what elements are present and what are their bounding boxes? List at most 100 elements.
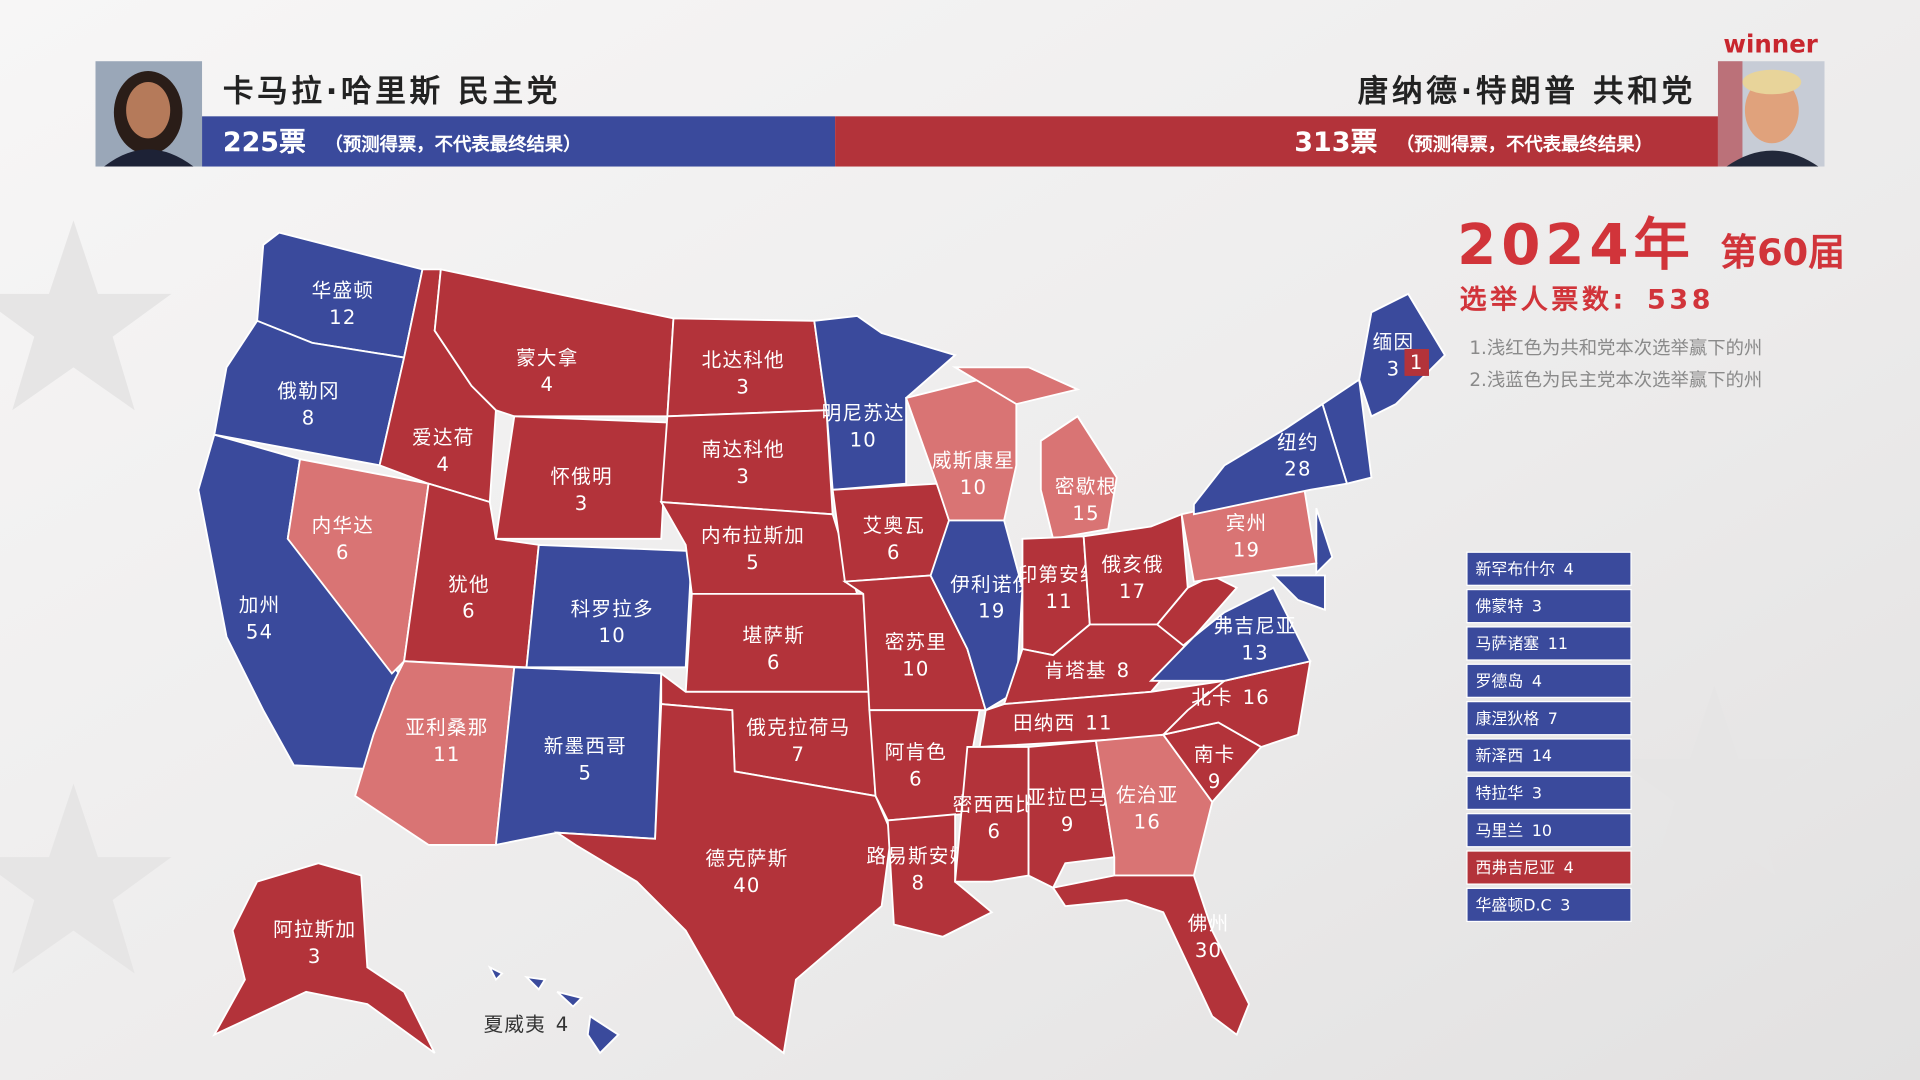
state-label: 夏威夷 4	[484, 1012, 570, 1035]
state-votes: 6	[909, 768, 923, 791]
state-votes: 11	[1045, 590, 1072, 613]
state-votes: 40	[733, 874, 760, 897]
state-votes: 6	[336, 541, 350, 564]
state-name: 内华达	[312, 514, 374, 537]
state-name: 艾奥瓦	[863, 514, 925, 537]
democrat-note: （预测得票，不代表最终结果）	[324, 134, 581, 156]
state-name: 伊利诺伊	[950, 573, 1033, 596]
state-votes: 8	[302, 406, 316, 429]
state-shape	[286, 458, 430, 675]
small-state-label: 康涅狄格 7	[1476, 708, 1558, 727]
state-shape	[951, 366, 1081, 406]
small-state-box	[1466, 775, 1632, 810]
state-name: 内布拉斯加	[701, 524, 805, 547]
state-votes: 4	[556, 1012, 570, 1035]
state-name: 宾州	[1226, 512, 1268, 535]
small-state-label: 西弗吉尼亚 4	[1476, 858, 1574, 877]
small-state-name: 特拉华	[1476, 783, 1524, 802]
state-votes: 4	[436, 453, 450, 476]
state-votes: 19	[1233, 539, 1260, 562]
small-state-name: 西弗吉尼亚	[1476, 858, 1556, 877]
state-votes: 12	[329, 306, 356, 329]
state-votes: 8	[912, 872, 926, 895]
state-shape	[1051, 874, 1250, 1037]
democrat-bar	[202, 116, 836, 167]
small-state-name: 罗德岛	[1476, 671, 1524, 690]
small-state-box	[1466, 887, 1632, 923]
state-name: 蒙大拿	[516, 346, 578, 369]
state-votes: 9	[1061, 813, 1075, 836]
republican-name: 唐纳德·特朗普 共和党	[1358, 74, 1696, 110]
small-state-name: 新罕布什尔	[1476, 559, 1556, 578]
small-state-box	[1466, 738, 1632, 773]
state-votes: 10	[599, 624, 626, 647]
republican-votes: 313票	[1294, 127, 1377, 158]
state-votes: 19	[978, 600, 1005, 623]
term-title: 第60届	[1720, 231, 1845, 274]
small-state-name: 佛蒙特	[1476, 596, 1524, 615]
small-state-votes: 7	[1548, 708, 1558, 727]
state-name: 弗吉尼亚	[1213, 614, 1296, 637]
decor-stars	[0, 220, 1813, 974]
state-label: 北卡 16	[1191, 685, 1270, 708]
state-label: 田纳西 11	[1013, 711, 1113, 734]
state-name: 阿肯色	[885, 741, 947, 764]
small-state-votes: 3	[1560, 895, 1570, 914]
state-name: 亚利桑那	[405, 716, 488, 739]
state-name: 缅因	[1373, 330, 1415, 353]
state-name: 俄克拉荷马	[746, 716, 850, 739]
small-state-box	[1466, 701, 1632, 736]
year-title: 2024年	[1457, 213, 1695, 278]
state-votes: 3	[308, 945, 322, 968]
small-state-label: 马萨诸塞 11	[1476, 634, 1568, 653]
state-label: 肯塔基 8	[1044, 659, 1130, 682]
state-votes: 3	[736, 376, 750, 399]
state-votes: 28	[1284, 458, 1311, 481]
small-states-list: 新罕布什尔 4 佛蒙特 3 马萨诸塞 11 罗德岛 4 康涅狄格 7 新泽西 14 特拉华 3 马里兰 10 西…	[1466, 551, 1632, 923]
electors-total: 538	[1647, 285, 1714, 316]
republican-note: （预测得票，不代表最终结果）	[1396, 134, 1653, 156]
state-name: 纽约	[1277, 431, 1319, 454]
state-name: 爱达荷	[412, 426, 474, 449]
state-name: 路易斯安娜	[866, 845, 970, 868]
region-shape	[1315, 507, 1334, 576]
small-state-votes: 4	[1532, 671, 1542, 690]
state-name: 新墨西哥	[544, 734, 627, 757]
small-state-box	[1466, 663, 1632, 698]
state-name: 威斯康星	[932, 449, 1015, 472]
small-state-votes: 4	[1564, 559, 1574, 578]
small-state-votes: 11	[1548, 634, 1568, 653]
small-state-name: 马里兰	[1476, 820, 1524, 839]
small-state-box	[1466, 626, 1632, 661]
state-name: 田纳西	[1013, 711, 1075, 734]
state-shape	[525, 543, 693, 669]
state-votes: 5	[746, 551, 760, 574]
district-votes: 1	[1410, 351, 1424, 374]
democrat-name: 卡马拉·哈里斯 民主党	[223, 74, 561, 110]
state-name: 北达科他	[702, 349, 785, 372]
democrat-votes: 225票	[223, 127, 306, 158]
state-name: 密苏里	[885, 630, 947, 653]
state-votes: 10	[850, 428, 877, 451]
small-state-votes: 4	[1564, 858, 1574, 877]
state-name: 明尼苏达	[822, 401, 905, 424]
state-name: 怀俄明	[550, 465, 612, 488]
small-state-box	[1466, 588, 1632, 624]
state-name: 俄勒冈	[277, 379, 339, 402]
state-votes: 10	[960, 476, 987, 499]
republican-bar	[835, 116, 1718, 167]
region-shape	[1271, 574, 1326, 612]
state-name: 俄亥俄	[1101, 553, 1163, 576]
state-name: 阿拉斯加	[273, 918, 356, 941]
state-shape	[494, 415, 669, 540]
small-state-box	[1466, 813, 1632, 848]
state-name: 华盛顿	[312, 279, 374, 302]
state-name: 亚拉巴马	[1026, 786, 1109, 809]
state-name: 佛州	[1188, 912, 1230, 935]
state-votes: 3	[575, 492, 589, 515]
small-state-votes: 10	[1532, 820, 1552, 839]
state-votes: 7	[792, 743, 806, 766]
district-shape	[1404, 348, 1429, 376]
state-name: 科罗拉多	[571, 597, 654, 620]
